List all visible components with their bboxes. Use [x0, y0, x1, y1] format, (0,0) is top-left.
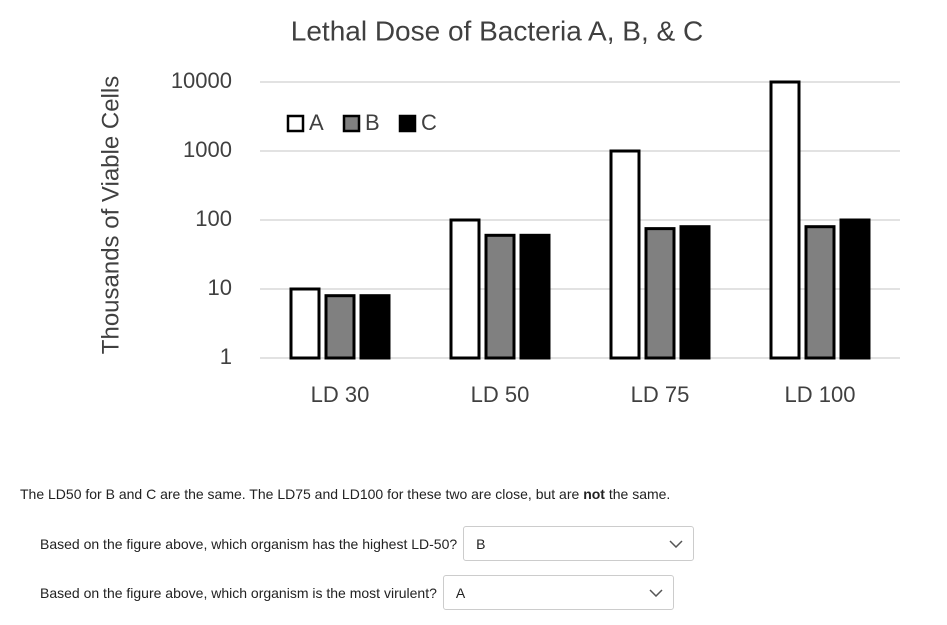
x-tick-label: LD 30 [311, 382, 370, 407]
chevron [669, 539, 683, 548]
dropdown-value: A [455, 584, 466, 601]
legend-swatch [398, 114, 417, 133]
bar [519, 233, 551, 360]
legend-swatch [342, 114, 361, 133]
answer-dropdown[interactable]: A [442, 575, 674, 610]
x-tick-label: LD 100 [785, 382, 856, 407]
bar [804, 225, 836, 360]
question: Based on the figure above, which organis… [40, 575, 674, 610]
legend-swatch [286, 114, 305, 133]
y-axis-label: Thousands of Viable Cells [97, 76, 124, 354]
question: Based on the figure above, which organis… [40, 526, 695, 561]
bar [609, 149, 641, 360]
x-tick-label: LD 75 [631, 382, 690, 407]
bar [644, 227, 676, 360]
chart: Lethal Dose of Bacteria A, B, & C Thousa… [97, 15, 900, 407]
bar [449, 218, 481, 360]
legend-label: A [309, 110, 324, 135]
question-prompt: Based on the figure above, which organis… [40, 584, 437, 601]
note-emphasis: not [583, 486, 605, 502]
y-tick-label: 1000 [183, 137, 232, 162]
bar [289, 287, 321, 360]
note-text: the same. [604, 486, 671, 502]
bar [484, 233, 516, 360]
x-tick-label: LD 50 [471, 382, 530, 407]
bar [359, 294, 391, 360]
bar [324, 294, 356, 360]
y-tick-label: 100 [195, 206, 232, 231]
legend-label: B [365, 110, 380, 135]
y-tick-label: 10 [208, 275, 232, 300]
chevron [649, 588, 663, 597]
bar [679, 225, 711, 360]
answer-dropdown[interactable]: B [463, 526, 695, 561]
note: The LD50 for B and C are the same. The L… [20, 486, 670, 502]
y-tick-label: 10000 [171, 68, 232, 93]
bar [769, 80, 801, 360]
dropdown-value: B [476, 535, 486, 552]
legend-label: C [421, 110, 437, 135]
y-tick-label: 1 [220, 344, 232, 369]
chart-title: Lethal Dose of Bacteria A, B, & C [291, 15, 703, 46]
question-prompt: Based on the figure above, which organis… [40, 535, 458, 552]
bar [839, 218, 871, 360]
note-text: The LD50 for B and C are the same. The L… [20, 486, 584, 502]
